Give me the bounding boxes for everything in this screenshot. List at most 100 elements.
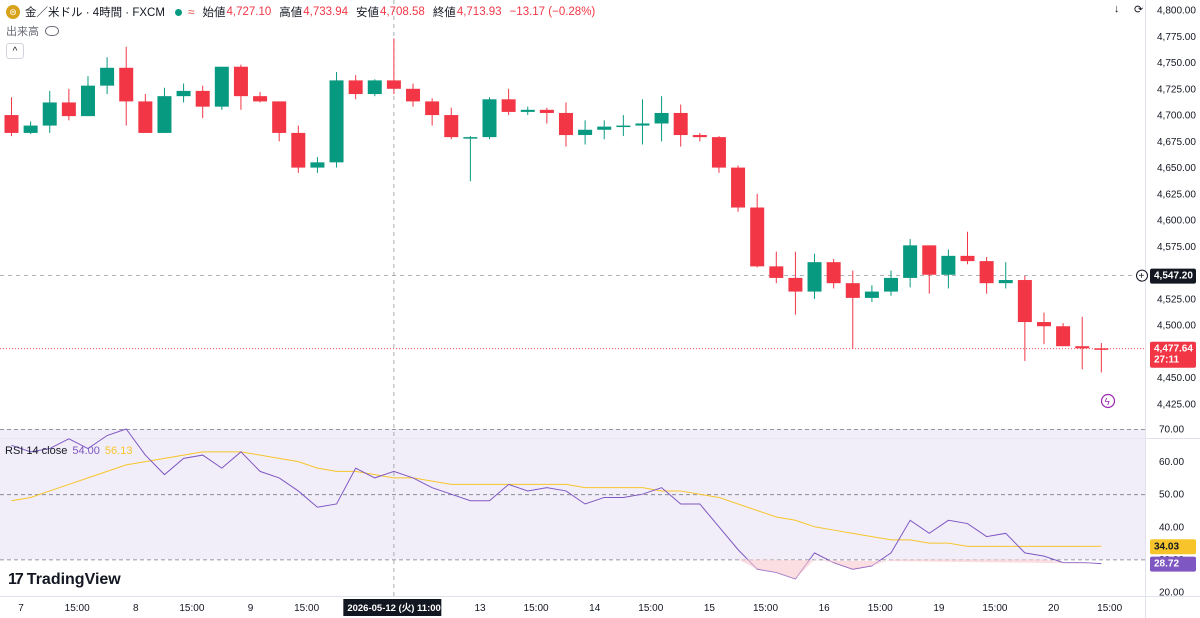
candle-body — [23, 125, 38, 133]
time-tick-label: 15:00 — [753, 603, 778, 614]
low-value: 4,708.58 — [380, 6, 425, 18]
candle-body — [367, 80, 382, 95]
time-tick-label: 15:00 — [868, 603, 893, 614]
eye-hidden-icon[interactable] — [45, 26, 59, 36]
candle-body — [348, 80, 363, 95]
tradingview-logo[interactable]: 17 TradingView — [8, 571, 121, 589]
rsi-tick-label: 70.00 — [1159, 425, 1184, 436]
flash-icon — [1100, 393, 1116, 409]
rsi-ma-value-label-bg — [1150, 539, 1196, 555]
time-tick-label: 15:00 — [638, 603, 663, 614]
candle-body — [673, 112, 688, 136]
candle-body — [329, 80, 344, 163]
candle-body — [463, 137, 478, 139]
high-value: 4,733.94 — [303, 6, 349, 18]
candle-body — [291, 132, 306, 168]
candle-body — [922, 245, 937, 275]
logo-text: TradingView — [26, 571, 121, 588]
symbol-title[interactable]: 金／米ドル · 4時間 · FXCM — [25, 7, 165, 19]
time-tick-label: 15:00 — [1097, 603, 1122, 614]
candle-body — [444, 115, 459, 138]
legend-header: ⊜ 金／米ドル · 4時間 · FXCM ≈ 始値 4,727.10 高値 4,… — [6, 3, 603, 21]
candle-body — [4, 115, 19, 133]
candle-body — [233, 66, 248, 97]
candle-body — [138, 101, 153, 133]
candle-body — [654, 112, 669, 124]
candle-body — [903, 245, 918, 278]
rsi-name[interactable]: RSI 14 close — [5, 445, 68, 457]
close-label: 終値 — [432, 7, 456, 19]
candle-body — [998, 280, 1013, 284]
price-tick-label: 4,625.00 — [1157, 189, 1196, 200]
candle-body — [635, 123, 650, 126]
candle-body — [501, 99, 516, 112]
time-tick-label: 8 — [133, 603, 139, 614]
rsi-value: 54.00 — [72, 445, 100, 457]
last-price-label: 27:11 — [1154, 355, 1179, 366]
candle-body — [214, 66, 229, 107]
price-tick-label: 4,775.00 — [1157, 32, 1196, 43]
price-tick-label: 4,525.00 — [1157, 294, 1196, 305]
add-alert-plus: + — [1139, 271, 1145, 282]
time-tick-label: 7 — [18, 603, 24, 614]
open-label: 始値 — [202, 7, 226, 19]
price-tick-label: 4,700.00 — [1157, 111, 1196, 122]
last-price-label: 4,477.64 — [1154, 344, 1193, 355]
candle-body — [616, 125, 631, 128]
rsi-tick-label: 60.00 — [1159, 457, 1184, 468]
candle-body — [788, 277, 803, 292]
collapse-legend-button[interactable]: ^ — [6, 43, 24, 59]
candle-body — [42, 102, 57, 126]
candle-body — [253, 96, 268, 102]
candle-body — [119, 67, 134, 102]
rsi-tick-label: 20.00 — [1159, 588, 1184, 599]
candle-body — [406, 88, 421, 102]
candle-body — [100, 67, 115, 86]
candle-body — [1056, 326, 1071, 347]
refresh-icon[interactable]: ⟳ — [1134, 4, 1144, 16]
candle-body — [711, 137, 726, 168]
candle-body — [425, 101, 440, 116]
time-tick-label: 9 — [248, 603, 254, 614]
crosshair-time-label: 2026-05-12 (火) 11:00 — [347, 603, 440, 614]
rsi-ma-value: 56.13 — [104, 445, 133, 457]
candle-body — [597, 126, 612, 130]
time-tick-label: 20 — [1048, 603, 1060, 614]
crosshair-price-label: 4,547.20 — [1154, 271, 1193, 282]
rsi-oversold-fill — [738, 559, 1102, 579]
candle-body — [1036, 322, 1051, 327]
candle-body — [941, 255, 956, 275]
rsi-ma-line — [11, 451, 1102, 547]
price-tick-label: 4,750.00 — [1157, 58, 1196, 69]
market-open-dot-icon — [174, 8, 182, 16]
high-label: 高値 — [279, 7, 303, 19]
approx-icon: ≈ — [187, 5, 195, 19]
candle-body — [539, 109, 554, 113]
crosshair-time-label-bg — [343, 599, 442, 616]
candle-body — [864, 291, 879, 298]
rsi-legend: RSI 14 close 54.00 56.13 — [5, 445, 132, 457]
time-tick-label: 15:00 — [179, 603, 204, 614]
candle-body — [979, 261, 994, 284]
gold-coin-icon: ⊜ — [6, 5, 20, 19]
time-tick-label: 15:00 — [524, 603, 549, 614]
candle-body — [80, 85, 95, 117]
rsi-tick-label: 40.00 — [1159, 522, 1184, 533]
rsi-band — [0, 429, 1145, 560]
price-tick-label: 4,800.00 — [1157, 6, 1196, 17]
price-tick-label: 4,650.00 — [1157, 163, 1196, 174]
time-tick-label: 15 — [704, 603, 716, 614]
rsi-value-label-bg — [1150, 556, 1196, 572]
candle-body — [558, 112, 573, 136]
last-price-label-bg — [1150, 341, 1196, 368]
download-icon[interactable]: ↓ — [1114, 3, 1120, 15]
candle-body — [884, 277, 899, 292]
close-value: 4,713.93 — [456, 6, 502, 18]
time-tick-label: 15:00 — [294, 603, 319, 614]
add-alert-icon — [1136, 269, 1148, 282]
flash-glyph: ϟ — [1105, 397, 1111, 408]
candle-body — [195, 90, 210, 107]
candle-body — [482, 99, 497, 138]
price-tick-label: 4,675.00 — [1157, 137, 1196, 148]
